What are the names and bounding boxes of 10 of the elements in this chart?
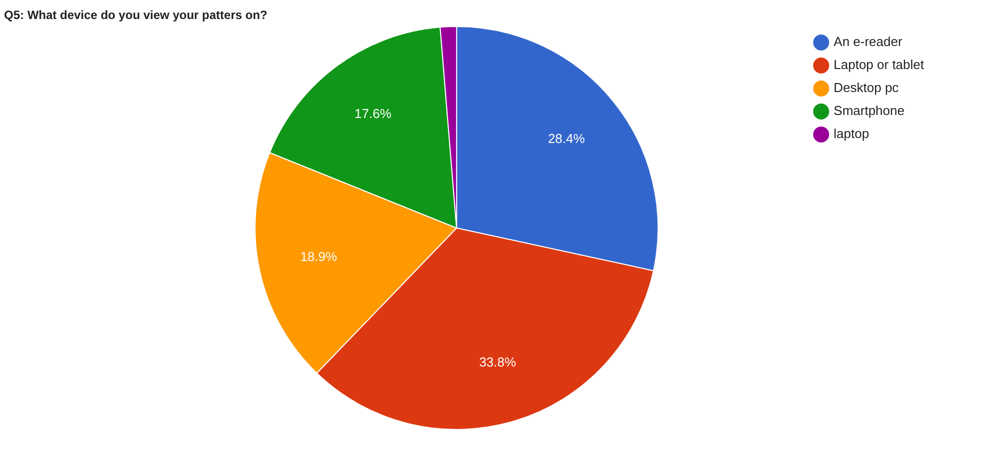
legend-label: Desktop pc	[834, 80, 900, 96]
legend-label: Smartphone	[834, 103, 904, 118]
legend-label: laptop	[834, 126, 870, 142]
data-label: 28.4%	[548, 131, 586, 146]
data-label: 33.8%	[479, 354, 516, 370]
legend-label: An e-reader	[834, 34, 903, 50]
data-label: 17.6%	[354, 106, 392, 121]
data-label: 18.9%	[300, 249, 338, 264]
legend-label: Laptop or tablet	[834, 57, 924, 72]
text: Q5: What device do you view your patters on?	[4, 8, 268, 22]
